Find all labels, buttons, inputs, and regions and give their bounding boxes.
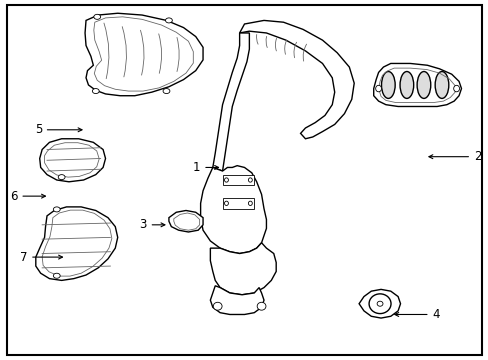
Ellipse shape xyxy=(257,302,265,310)
Ellipse shape xyxy=(453,85,459,92)
Ellipse shape xyxy=(53,207,60,212)
Text: 4: 4 xyxy=(431,308,439,321)
Polygon shape xyxy=(210,243,276,295)
Ellipse shape xyxy=(213,302,222,310)
Polygon shape xyxy=(222,175,254,185)
Ellipse shape xyxy=(375,85,381,92)
Polygon shape xyxy=(358,289,400,318)
Polygon shape xyxy=(239,21,353,139)
Ellipse shape xyxy=(248,201,252,206)
Ellipse shape xyxy=(368,294,390,314)
Ellipse shape xyxy=(381,72,394,98)
Text: 5: 5 xyxy=(35,123,42,136)
Ellipse shape xyxy=(224,178,228,182)
Polygon shape xyxy=(85,13,203,96)
Ellipse shape xyxy=(92,89,99,94)
Ellipse shape xyxy=(376,301,382,306)
Ellipse shape xyxy=(53,273,60,278)
Text: 1: 1 xyxy=(193,161,200,174)
Text: 6: 6 xyxy=(10,190,18,203)
Ellipse shape xyxy=(165,18,172,23)
Polygon shape xyxy=(168,211,203,232)
Ellipse shape xyxy=(416,72,430,98)
Text: 3: 3 xyxy=(139,218,147,231)
Ellipse shape xyxy=(248,178,252,182)
Polygon shape xyxy=(200,166,266,253)
Text: 2: 2 xyxy=(473,150,480,163)
Ellipse shape xyxy=(434,72,448,98)
Ellipse shape xyxy=(163,89,169,94)
Polygon shape xyxy=(373,63,461,107)
Polygon shape xyxy=(210,286,264,315)
Polygon shape xyxy=(36,207,118,280)
Ellipse shape xyxy=(58,175,65,180)
Ellipse shape xyxy=(94,14,101,19)
Polygon shape xyxy=(212,33,249,171)
Ellipse shape xyxy=(224,201,228,206)
Polygon shape xyxy=(222,198,254,209)
Polygon shape xyxy=(40,139,105,182)
Ellipse shape xyxy=(399,72,413,98)
Text: 7: 7 xyxy=(20,251,27,264)
